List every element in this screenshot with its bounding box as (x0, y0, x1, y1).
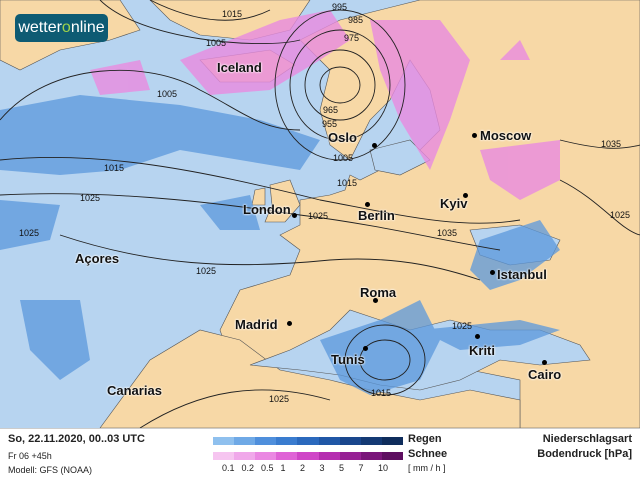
rain-color-swatch (276, 437, 298, 445)
isobar-label: 965 (323, 105, 339, 115)
city-dot-roma (373, 298, 378, 303)
city-dot-madrid (287, 321, 292, 326)
logo-text-end: nline (70, 19, 105, 36)
isobars (0, 0, 640, 428)
isobar-label: 1015 (337, 178, 358, 188)
isobar-label: 1025 (610, 210, 631, 220)
label-madrid: Madrid (235, 317, 278, 332)
snow-color-swatch (318, 452, 340, 460)
snow-color-swatch (213, 452, 235, 460)
isobar-label: 1005 (206, 38, 227, 48)
city-dot-london (292, 213, 297, 218)
label-tunis: Tunis (331, 352, 365, 367)
label-london: London (243, 202, 291, 217)
scale-tick-label: 10 (378, 463, 389, 473)
isobar-label: 1035 (437, 228, 458, 238)
label-canarias: Canarias (107, 383, 162, 398)
rain-color-swatch (213, 437, 235, 445)
snow-areas (90, 10, 560, 200)
rain-label: Regen (408, 433, 442, 445)
label-roma: Roma (360, 285, 397, 300)
label-moscow: Moscow (480, 128, 532, 143)
scale-tick-label: 0.5 (261, 463, 274, 473)
isobar-label: 1025 (196, 266, 217, 276)
city-dot-tunis (363, 346, 368, 351)
city-dot-oslo (372, 143, 377, 148)
rain-color-swatch (360, 437, 382, 445)
snow-color-scale (213, 452, 403, 460)
isobar-label: 995 (332, 2, 348, 12)
city-dot-cairo (542, 360, 547, 365)
weather-map (0, 0, 640, 428)
rain-color-swatch (381, 437, 403, 445)
rain-color-scale (213, 437, 403, 445)
scale-tick-label: 7 (358, 463, 364, 473)
label-iceland: Iceland (217, 60, 262, 75)
scale-tick-label: 2 (300, 463, 306, 473)
rain-color-swatch (318, 437, 340, 445)
isobar-label: 1025 (19, 228, 40, 238)
scale-tick-label: 0.2 (241, 463, 255, 473)
city-dot-kyiv (463, 193, 468, 198)
isobar-label: 1025 (452, 321, 473, 331)
snow-color-swatch (360, 452, 382, 460)
label-kyiv: Kyiv (440, 196, 468, 211)
rain-color-swatch (339, 437, 361, 445)
label-oslo: Oslo (328, 130, 357, 145)
label-istanbul: Istanbul (497, 267, 547, 282)
snow-color-swatch (381, 452, 403, 460)
isobar-label: 1005 (157, 89, 178, 99)
model-info: Modell: GFS (NOAA) (8, 465, 93, 475)
scale-tick-label: 0.1 (222, 463, 235, 473)
snow-color-swatch (234, 452, 256, 460)
wetteronline-logo[interactable]: wetteronline (15, 14, 108, 42)
isobar-label: 1025 (308, 211, 329, 221)
logo-text-o: o (61, 19, 71, 36)
unit-label: [ mm / h ] (408, 463, 446, 473)
rain-color-swatch (234, 437, 256, 445)
isobar-label: 1015 (104, 163, 125, 173)
snow-color-swatch (297, 452, 319, 460)
snow-label: Schnee (408, 448, 448, 460)
city-dot-berlin (365, 202, 370, 207)
isobar-label: 975 (344, 33, 360, 43)
legend-title-type: Niederschlagsart (542, 433, 632, 445)
logo-text: wetter (18, 19, 62, 36)
legend-footer: So, 22.11.2020, 00..03 UTC Fr 06 +45h Mo… (0, 428, 640, 479)
scale-tick-label: 3 (319, 463, 325, 473)
isobar-label: 985 (348, 15, 364, 25)
isobar-label: 1015 (371, 388, 392, 398)
city-dot-istanbul (490, 270, 495, 275)
isobar-label: 1035 (601, 139, 622, 149)
isobar-label: 1005 (333, 153, 354, 163)
isobar-label: 1025 (80, 193, 101, 203)
scale-tick-label: 5 (339, 463, 345, 473)
rain-areas (0, 95, 560, 395)
city-dot-moscow (472, 133, 477, 138)
isobar-label: 1025 (269, 394, 290, 404)
rain-color-swatch (255, 437, 277, 445)
snow-color-swatch (255, 452, 277, 460)
label-cairo: Cairo (528, 367, 562, 382)
valid-date: So, 22.11.2020, 00..03 UTC (8, 433, 145, 445)
scale-tick-label: 1 (280, 463, 286, 473)
label-kriti: Kriti (469, 343, 495, 358)
rain-color-swatch (297, 437, 319, 445)
label-acores: Açores (75, 251, 120, 266)
city-dot-kriti (475, 334, 480, 339)
isobar-label: 955 (322, 119, 338, 129)
snow-color-swatch (276, 452, 298, 460)
label-berlin: Berlin (358, 208, 395, 223)
legend-title-pressure: Bodendruck [hPa] (537, 448, 632, 460)
run-info: Fr 06 +45h (8, 451, 52, 461)
isobar-label: 1015 (222, 9, 243, 19)
snow-color-swatch (339, 452, 361, 460)
